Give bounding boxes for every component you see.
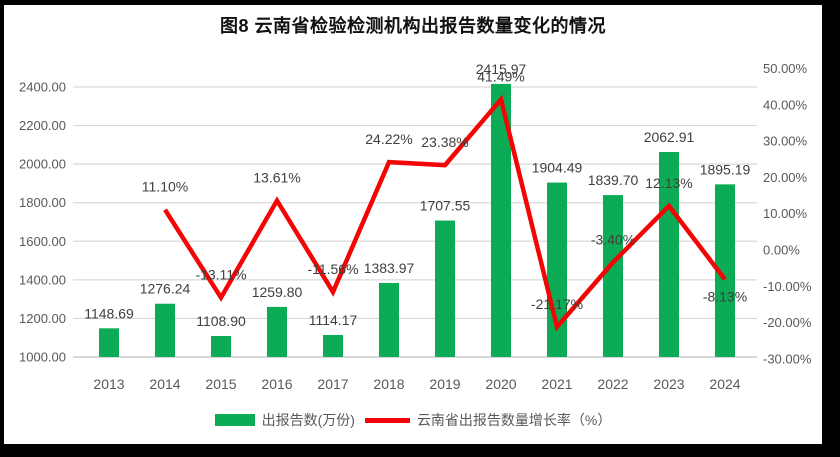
x-axis-label: 2015 <box>205 376 236 392</box>
left-axis-tick: 2000.00 <box>19 157 66 172</box>
bar-2021 <box>547 182 567 357</box>
bar-label-2016: 1259.80 <box>252 284 303 300</box>
x-axis-label: 2022 <box>597 376 628 392</box>
bar-label-2022: 1839.70 <box>588 172 639 188</box>
bar-label-2023: 2062.91 <box>644 129 695 145</box>
bar-2017 <box>323 334 343 357</box>
pct-label-2020: 41.49% <box>477 68 524 84</box>
bar-2020 <box>491 83 511 357</box>
bar-series-swatch <box>214 414 255 426</box>
x-axis-label: 2024 <box>709 376 740 392</box>
bar-label-2014: 1276.24 <box>140 281 191 297</box>
right-axis-tick: -10.00% <box>763 279 812 294</box>
bar-2018 <box>379 282 399 357</box>
right-axis-tick: -30.00% <box>763 351 812 366</box>
bar-2013 <box>99 328 119 357</box>
pct-label-2014: 11.10% <box>142 179 188 195</box>
left-axis-tick: 1400.00 <box>19 272 66 287</box>
x-axis-label: 2014 <box>149 376 180 392</box>
pct-label-2015: -13.11% <box>195 267 246 283</box>
right-axis-tick: 20.00% <box>763 170 808 185</box>
x-axis-label: 2021 <box>541 376 572 392</box>
pct-label-2018: 24.22% <box>365 131 412 147</box>
growth-rate-line <box>163 94 727 332</box>
bar-2022 <box>603 195 623 357</box>
left-axis-tick: 2400.00 <box>19 80 66 95</box>
right-axis-tick: 10.00% <box>763 206 808 221</box>
bar-label-2019: 1707.55 <box>420 198 471 214</box>
bar-2024 <box>715 184 735 357</box>
left-axis-tick: 1000.00 <box>19 350 66 365</box>
bar-series-label: 出报告数(万份) <box>261 412 355 428</box>
left-axis-tick: 1800.00 <box>19 195 66 210</box>
bar-label-2018: 1383.97 <box>364 260 415 276</box>
x-axis-label: 2020 <box>485 376 516 392</box>
pct-label-2022: -3.40% <box>591 231 635 247</box>
x-axis-label: 2019 <box>429 376 460 392</box>
right-axis-tick: 0.00% <box>763 243 800 258</box>
x-axis-label: 2018 <box>373 376 404 392</box>
pct-label-2021: -21.17% <box>531 296 583 312</box>
bar-label-2021: 1904.49 <box>532 160 583 176</box>
pct-label-2023: 12.13% <box>645 175 692 191</box>
x-axis-label: 2013 <box>93 376 124 392</box>
x-axis-label: 2016 <box>261 376 292 392</box>
legend-item-bars: 出报告数(万份) <box>214 410 355 430</box>
legend: 出报告数(万份) 云南省出报告数量增长率（%） <box>4 409 822 431</box>
pct-label-2017: -11.56% <box>307 261 358 277</box>
bar-2014 <box>155 303 175 357</box>
right-axis-tick: 40.00% <box>763 97 808 112</box>
bar-2015 <box>211 335 231 357</box>
pct-label-2024: -8.13% <box>703 289 747 305</box>
bar-label-2024: 1895.19 <box>700 161 751 177</box>
bar-2016 <box>267 306 287 357</box>
line-series-label: 云南省出报告数量增长率（%） <box>416 412 612 428</box>
bar-label-2015: 1108.90 <box>196 313 246 329</box>
right-axis-tick: -20.00% <box>763 315 812 330</box>
bar-label-2017: 1114.17 <box>309 312 358 328</box>
right-axis-tick: 50.00% <box>763 61 808 76</box>
pct-label-2019: 23.38% <box>421 134 468 150</box>
chart-title: 图8 云南省检验检测机构出报告数量变化的情况 <box>219 16 606 36</box>
x-axis-label: 2023 <box>653 376 684 392</box>
bar-label-2020: 2415.97 <box>476 61 527 77</box>
right-axis-tick: 30.00% <box>763 134 808 149</box>
bar-2023 <box>659 152 679 357</box>
left-axis-tick: 2200.00 <box>19 118 66 133</box>
bar-2019 <box>435 220 455 357</box>
x-axis-label: 2017 <box>317 376 348 392</box>
line-series-swatch <box>364 417 410 423</box>
legend-item-line: 云南省出报告数量增长率（%） <box>364 410 612 430</box>
bar-label-2013: 1148.69 <box>84 305 134 321</box>
left-axis-tick: 1200.00 <box>19 311 66 326</box>
pct-label-2016: 13.61% <box>253 170 300 186</box>
left-axis-tick: 1600.00 <box>19 234 66 249</box>
plot-area: 1000.00 1200.00 1400.00 1600.00 1800.00 2000.… <box>19 61 812 392</box>
